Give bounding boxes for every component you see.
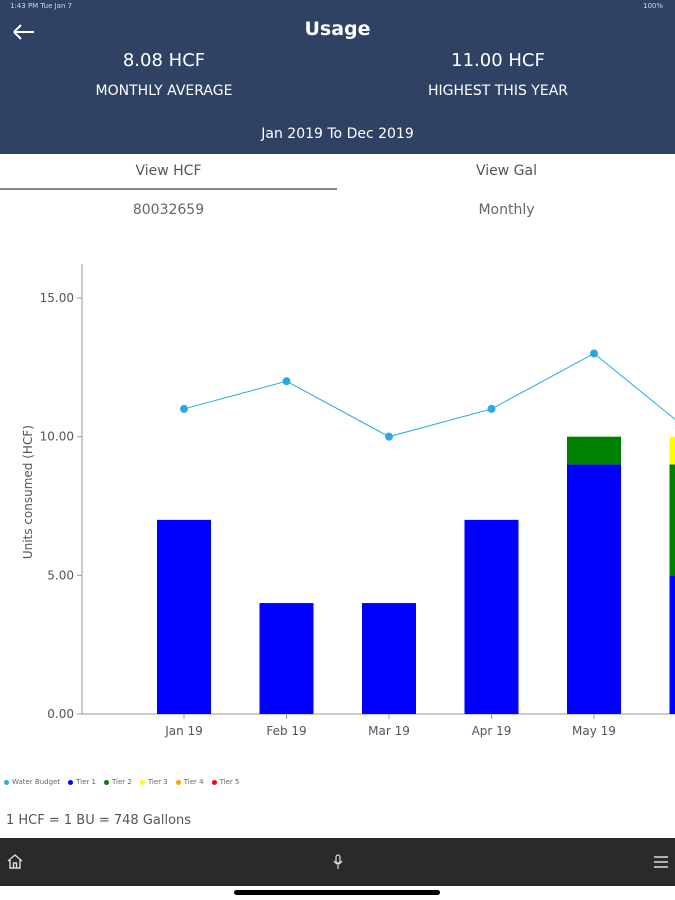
x-tick-label: Jan 19 — [164, 724, 203, 738]
stat-highest-value: 11.00 HCF — [451, 50, 545, 71]
unit-conversion-note: 1 HCF = 1 BU = 748 Gallons — [6, 813, 192, 828]
bar-tier-1 — [567, 464, 621, 714]
y-axis-label: Units consumed (HCF) — [21, 425, 35, 559]
header: 1:43 PM Tue Jan 7 100% Usage 8.08 HCF MO… — [0, 0, 675, 154]
legend-label: Tier 2 — [111, 778, 132, 786]
stat-monthly-average: 8.08 HCF MONTHLY AVERAGE — [34, 50, 294, 99]
water-budget-point — [282, 377, 291, 386]
legend-label: Tier 4 — [183, 778, 204, 786]
water-budget-point — [590, 349, 598, 358]
x-tick-label: Mar 19 — [368, 724, 410, 738]
bar-tier-1 — [464, 519, 519, 714]
bar-tier-2 — [669, 464, 675, 576]
y-tick-label: 10.00 — [40, 430, 74, 444]
bottom-toolbar — [0, 838, 675, 886]
microphone-icon[interactable] — [331, 853, 345, 871]
stat-highest-label: HIGHEST THIS YEAR — [427, 83, 568, 99]
x-tick-label: Apr 19 — [472, 724, 512, 738]
bar-tier-1 — [259, 603, 314, 714]
menu-icon[interactable] — [653, 854, 669, 870]
tab-view-hcf[interactable]: View HCF — [0, 154, 337, 190]
y-tick-label: 0.00 — [47, 707, 74, 721]
bar-tier-3 — [669, 436, 675, 465]
bar-tier-1 — [669, 575, 675, 714]
legend-item[interactable]: Tier 5 — [211, 778, 240, 786]
home-icon[interactable] — [6, 852, 24, 870]
period-selector[interactable]: Monthly — [478, 202, 535, 218]
status-time: 1:43 PM Tue Jan 7 — [10, 2, 73, 10]
water-budget-point — [385, 432, 393, 441]
usage-chart: 0.00 5.00 10.00 15.00 Units consumed (HCF) Ja… — [21, 264, 675, 738]
y-tick-label: 5.00 — [47, 568, 74, 582]
back-arrow-icon[interactable] — [10, 18, 38, 46]
bar-tier-2 — [567, 436, 621, 465]
legend-item[interactable]: Tier 3 — [139, 778, 168, 786]
stat-highest-this-year: 11.00 HCF HIGHEST THIS YEAR — [368, 50, 628, 99]
legend-item[interactable]: Tier 2 — [103, 778, 132, 786]
legend-dot-icon — [103, 779, 109, 785]
bar-tier-1 — [157, 519, 211, 714]
unit-tabs: View HCF View Gal — [0, 154, 675, 190]
status-battery: 100% — [642, 2, 663, 10]
stat-monthly-average-label: MONTHLY AVERAGE — [95, 83, 233, 99]
x-tick-label: Feb 19 — [266, 724, 306, 738]
account-number[interactable]: 80032659 — [132, 202, 205, 218]
chart-legend: Water Budget Tier 1 Tier 2 Tier 3 Tier 4 Tier… — [4, 778, 239, 786]
legend-dot-icon — [211, 779, 217, 785]
tab-view-gal[interactable]: View Gal — [476, 163, 537, 179]
legend-item[interactable]: Water Budget — [4, 778, 60, 786]
legend-label: Tier 3 — [147, 778, 168, 786]
home-indicator — [234, 890, 440, 895]
bar-tier-1 — [362, 603, 416, 714]
date-range: Jan 2019 To Dec 2019 — [261, 126, 414, 142]
legend-label: Tier 1 — [76, 778, 96, 786]
legend-item[interactable]: Tier 4 — [175, 778, 204, 786]
legend-dot-icon — [4, 779, 9, 785]
water-budget-point — [180, 404, 188, 413]
x-tick-label: May 19 — [572, 724, 616, 738]
water-budget-point — [487, 404, 496, 413]
legend-dot-icon — [139, 779, 145, 785]
legend-label: Tier 5 — [219, 778, 240, 786]
legend-dot-icon — [175, 779, 181, 785]
stat-monthly-average-value: 8.08 HCF — [122, 50, 206, 71]
water-budget-line — [183, 352, 675, 438]
page-title: Usage — [304, 18, 371, 40]
legend-dot-icon — [68, 779, 74, 785]
y-tick-label: 15.00 — [40, 291, 74, 305]
legend-item[interactable]: Tier 1 — [68, 778, 96, 786]
legend-label: Water Budget — [12, 778, 61, 786]
